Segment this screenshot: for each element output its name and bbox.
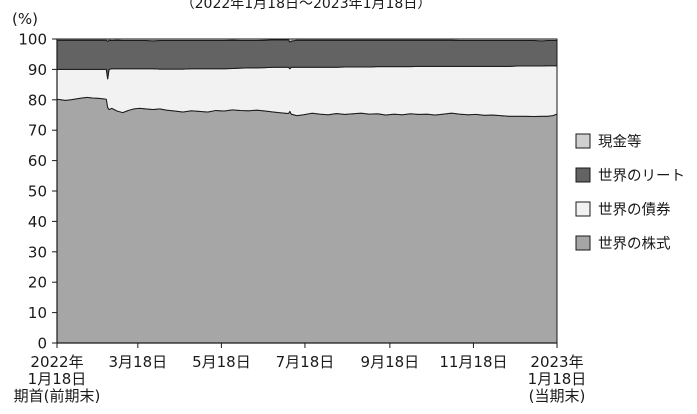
x-tick-label: 2022年 bbox=[30, 353, 83, 371]
y-tick-label: 60 bbox=[28, 152, 47, 170]
y-axis-ticks: 0 10 20 30 40 50 60 70 80 90 100 bbox=[18, 31, 57, 353]
chart-title: （2022年1月18日〜2023年1月18日） bbox=[181, 0, 432, 12]
y-axis-unit-label: (%) bbox=[12, 10, 38, 28]
y-tick-label: 40 bbox=[28, 213, 47, 231]
legend-swatch bbox=[575, 133, 591, 149]
legend-label: 現金等 bbox=[598, 133, 642, 151]
area-series-1 bbox=[56, 65, 558, 118]
y-tick-label: 100 bbox=[18, 31, 47, 49]
x-tick-label: 1月18日 bbox=[528, 370, 587, 388]
x-tick-label: (当期末) bbox=[529, 387, 586, 405]
y-tick-label: 20 bbox=[28, 274, 47, 292]
legend-label: 世界のリート bbox=[598, 168, 685, 185]
y-tick-label: 80 bbox=[28, 91, 47, 109]
x-tick-label: 9月18日 bbox=[361, 353, 420, 371]
x-tick-label: 7月18日 bbox=[276, 353, 335, 371]
legend-label: 世界の債券 bbox=[598, 202, 671, 219]
legend-swatch bbox=[575, 167, 591, 183]
y-tick-label: 90 bbox=[28, 61, 47, 79]
y-tick-label: 30 bbox=[28, 243, 47, 261]
x-tick-label: 5月18日 bbox=[192, 353, 251, 371]
area-layers bbox=[56, 38, 558, 344]
area-series-3 bbox=[56, 38, 558, 43]
x-tick-label: 1月18日 bbox=[28, 370, 87, 388]
y-tick-label: 10 bbox=[28, 304, 47, 322]
y-tick-label: 70 bbox=[28, 122, 47, 140]
x-tick-label: 2023年 bbox=[530, 353, 583, 371]
legend-label: 世界の株式 bbox=[598, 236, 671, 253]
x-tick-label: 期首(前期末) bbox=[14, 387, 101, 405]
x-tick-label: 11月18日 bbox=[439, 353, 507, 371]
legend-swatch bbox=[575, 235, 591, 251]
y-tick-label: 0 bbox=[37, 335, 47, 353]
y-tick-label: 50 bbox=[28, 183, 47, 201]
legend-swatch bbox=[575, 201, 591, 217]
area-series-0 bbox=[56, 96, 558, 344]
x-tick-label: 3月18日 bbox=[109, 353, 168, 371]
